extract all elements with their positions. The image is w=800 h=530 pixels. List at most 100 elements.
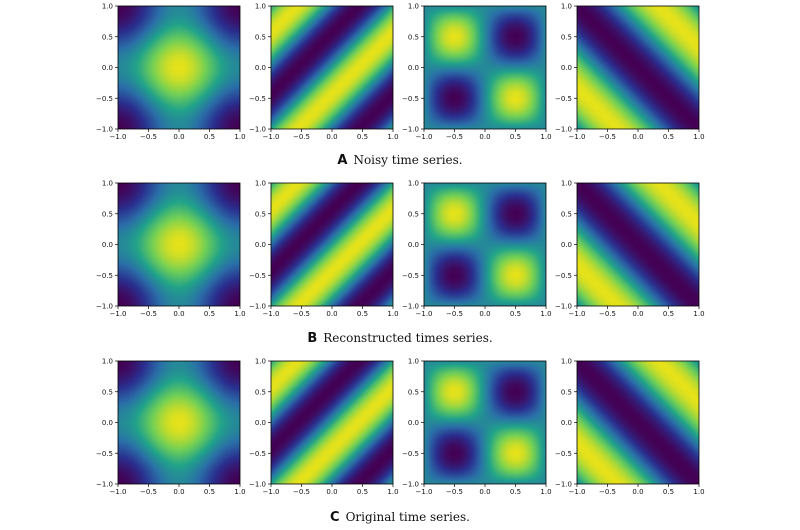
y-tick-label: −1.0: [96, 303, 113, 311]
row-c: −1.0 −0.5 0.0 0.5 1.0 −1.0 −0.5 0.0 0.5 1.0 −1.0 −0…: [96, 358, 705, 526]
x-tick-label: 0.5: [663, 310, 674, 318]
y-tick-label: 0.0: [102, 419, 113, 427]
x-tick-label: 0.0: [326, 133, 337, 141]
y-tick-label: −0.5: [96, 450, 113, 458]
y-tick-label: 0.5: [255, 33, 266, 41]
y-tick-label: 1.0: [408, 358, 419, 366]
x-tick-label: −1.0: [110, 310, 127, 318]
heatmap-image: [118, 183, 240, 306]
x-tick-label: 0.0: [632, 488, 643, 496]
caption-text: Original time series.: [346, 510, 470, 524]
heatmap-panel: −1.0 −0.5 0.0 0.5 1.0 −1.0 −0.5 0.0 0.5 1.0: [249, 358, 399, 497]
y-tick-label: 0.0: [255, 64, 266, 72]
y-tick-label: 0.0: [561, 419, 572, 427]
y-tick-label: −0.5: [402, 272, 419, 280]
x-tick-label: 0.0: [326, 488, 337, 496]
y-tick-label: −0.5: [402, 95, 419, 103]
x-tick-label: −0.5: [293, 133, 310, 141]
x-tick-label: −1.0: [416, 488, 433, 496]
x-tick-label: 1.0: [540, 310, 551, 318]
x-tick-label: −0.5: [446, 310, 463, 318]
y-tick-label: 0.0: [561, 64, 572, 72]
heatmap-image: [424, 6, 546, 129]
y-tick-label: 0.0: [255, 419, 266, 427]
y-tick-label: 0.0: [102, 64, 113, 72]
heatmap-image: [118, 6, 240, 129]
y-tick-label: 0.5: [255, 210, 266, 218]
x-tick-label: 1.0: [387, 133, 398, 141]
x-tick-label: 0.0: [173, 310, 184, 318]
y-tick-label: 0.5: [408, 33, 419, 41]
y-tick-label: 1.0: [102, 3, 113, 11]
x-tick-label: 0.5: [204, 488, 215, 496]
y-tick-label: −1.0: [555, 126, 572, 134]
caption-letter: A: [337, 153, 347, 168]
x-tick-label: −0.5: [599, 488, 616, 496]
x-tick-label: 1.0: [234, 488, 245, 496]
heatmap-image: [577, 6, 699, 129]
x-tick-label: 0.5: [663, 133, 674, 141]
y-tick-label: −0.5: [249, 95, 266, 103]
y-tick-label: 0.0: [561, 241, 572, 249]
x-tick-label: 0.0: [326, 310, 337, 318]
x-tick-label: 0.5: [663, 488, 674, 496]
x-tick-label: 0.0: [173, 488, 184, 496]
x-tick-label: −1.0: [569, 488, 586, 496]
x-tick-label: 0.0: [632, 310, 643, 318]
y-tick-label: 0.5: [561, 33, 572, 41]
y-tick-label: 1.0: [255, 3, 266, 11]
x-tick-label: 0.5: [510, 488, 521, 496]
x-tick-label: −1.0: [569, 133, 586, 141]
y-tick-label: −1.0: [96, 481, 113, 489]
x-tick-label: 0.0: [173, 133, 184, 141]
x-tick-label: −0.5: [293, 310, 310, 318]
y-tick-label: 1.0: [561, 180, 572, 188]
x-tick-label: 1.0: [387, 310, 398, 318]
x-tick-label: 0.5: [510, 133, 521, 141]
y-tick-label: 0.5: [102, 388, 113, 396]
y-tick-label: −0.5: [96, 95, 113, 103]
heatmap-panel: −1.0 −0.5 0.0 0.5 1.0 −1.0 −0.5 0.0 0.5 1.0: [249, 180, 399, 319]
heatmap-image: [577, 183, 699, 306]
heatmap-panel: −1.0 −0.5 0.0 0.5 1.0 −1.0 −0.5 0.0 0.5 1.0: [402, 3, 552, 142]
x-tick-label: −0.5: [599, 310, 616, 318]
y-tick-label: 0.0: [408, 241, 419, 249]
y-tick-label: 1.0: [255, 180, 266, 188]
heatmap-image: [271, 183, 393, 306]
x-tick-label: 1.0: [693, 133, 704, 141]
heatmap-image: [118, 361, 240, 484]
heatmap-panel: −1.0 −0.5 0.0 0.5 1.0 −1.0 −0.5 0.0 0.5 1.0: [249, 3, 399, 142]
y-tick-label: 0.5: [408, 388, 419, 396]
heatmap-panel: −1.0 −0.5 0.0 0.5 1.0 −1.0 −0.5 0.0 0.5 1.0: [402, 358, 552, 497]
y-tick-label: 1.0: [408, 180, 419, 188]
y-tick-label: 1.0: [561, 3, 572, 11]
y-tick-label: 1.0: [102, 180, 113, 188]
y-tick-label: 0.0: [255, 241, 266, 249]
heatmap-panel: −1.0 −0.5 0.0 0.5 1.0 −1.0 −0.5 0.0 0.5 1.0: [96, 358, 246, 497]
x-tick-label: 0.0: [479, 488, 490, 496]
row-caption: B Reconstructed times series.: [307, 331, 492, 346]
y-tick-label: 0.5: [408, 210, 419, 218]
heatmap-image: [271, 361, 393, 484]
y-tick-label: 0.5: [102, 33, 113, 41]
y-tick-label: −1.0: [555, 303, 572, 311]
y-tick-label: 1.0: [408, 3, 419, 11]
y-tick-label: 0.0: [408, 64, 419, 72]
x-tick-label: 1.0: [540, 488, 551, 496]
x-tick-label: −1.0: [263, 133, 280, 141]
y-tick-label: 1.0: [255, 358, 266, 366]
y-tick-label: 0.5: [561, 210, 572, 218]
heatmap-panel: −1.0 −0.5 0.0 0.5 1.0 −1.0 −0.5 0.0 0.5 1.0: [555, 180, 705, 319]
heatmap-panel: −1.0 −0.5 0.0 0.5 1.0 −1.0 −0.5 0.0 0.5 1.0: [555, 3, 705, 142]
y-tick-label: 0.0: [408, 419, 419, 427]
x-tick-label: 0.5: [204, 133, 215, 141]
caption-text: Reconstructed times series.: [323, 331, 492, 345]
x-tick-label: 0.5: [510, 310, 521, 318]
row-caption: C Original time series.: [330, 510, 470, 525]
x-tick-label: −1.0: [110, 488, 127, 496]
y-tick-label: −1.0: [249, 126, 266, 134]
x-tick-label: 1.0: [693, 488, 704, 496]
heatmap-panel: −1.0 −0.5 0.0 0.5 1.0 −1.0 −0.5 0.0 0.5 1.0: [96, 3, 246, 142]
heatmap-image: [424, 183, 546, 306]
